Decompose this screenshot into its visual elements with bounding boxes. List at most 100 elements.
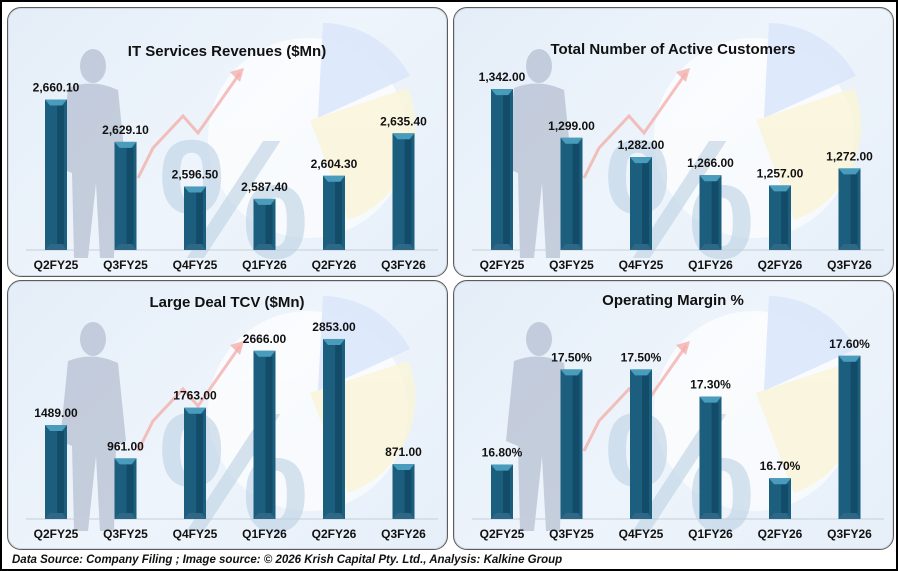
bar-shade <box>781 484 788 513</box>
data-label: 17.30% <box>690 378 731 392</box>
x-tick-label: Q2FY25 <box>480 258 525 272</box>
bar <box>323 338 345 519</box>
bar <box>45 99 67 250</box>
bar-bevel-top <box>560 137 583 144</box>
businessman-silhouette-decor <box>506 49 572 258</box>
bar-bevel-bottom <box>491 244 513 250</box>
bar-bevel-top <box>253 198 276 205</box>
bar <box>392 133 415 250</box>
chart-operating-margin: % Operating Margin % 16.80% Q2FY25 17.50% Q3F… <box>472 292 884 549</box>
bar-bevel-bottom <box>769 513 791 519</box>
bar-shade <box>126 464 134 513</box>
bar <box>838 355 861 519</box>
bar-bevel-top <box>323 175 345 182</box>
x-tick-label: Q1FY26 <box>688 527 733 541</box>
x-tick-label: Q2FY25 <box>480 527 525 541</box>
bar-bevel-bottom <box>560 244 583 250</box>
businessman-silhouette-decor <box>60 49 126 258</box>
bar-bevel-bottom <box>699 513 722 519</box>
chart-title: IT Services Revenues ($Mn) <box>128 43 326 60</box>
bar-shade <box>572 143 580 244</box>
data-label: 2666.00 <box>243 332 287 346</box>
bar-bevel-bottom <box>323 244 345 250</box>
trend-arrowhead-decor <box>676 341 690 355</box>
bar-bevel-top <box>184 407 206 414</box>
chart-it-services-revenues: % IT Services Revenues ($Mn) 2,660.10 Q2FY2… <box>26 23 438 276</box>
bar <box>630 157 652 250</box>
x-tick-label: Q1FY26 <box>688 258 733 272</box>
chart-decor: % <box>60 296 416 549</box>
bar-bevel-bottom <box>838 513 861 519</box>
bar <box>491 464 513 519</box>
bar <box>560 137 583 250</box>
bar-shade <box>335 344 342 513</box>
bar <box>560 369 583 519</box>
bar <box>253 350 276 519</box>
bar-shade <box>850 174 858 244</box>
panel-it-services-revenues: % IT Services Revenues ($Mn) 2,660.10 Q2FY2… <box>7 7 448 277</box>
data-label: 1,299.00 <box>548 119 595 133</box>
trend-arrow-decor <box>582 345 688 452</box>
bar-bevel-bottom <box>392 513 415 519</box>
data-label: 2,635.40 <box>380 114 427 128</box>
panel-large-deal-tcv: % Large Deal TCV ($Mn) 1489.00 Q2FY25 961.00… <box>7 280 448 550</box>
bar-shade <box>265 356 273 513</box>
bar-shade <box>57 105 64 244</box>
x-tick-label: Q4FY25 <box>173 527 218 541</box>
bar-shade <box>781 191 788 244</box>
bar-shade <box>642 163 649 244</box>
data-label: 2,587.40 <box>241 180 288 194</box>
x-tick-label: Q1FY26 <box>242 527 287 541</box>
bar <box>699 175 722 250</box>
x-tick-label: Q2FY26 <box>758 258 803 272</box>
x-tick-label: Q4FY25 <box>619 527 664 541</box>
bar-bevel-bottom <box>184 244 206 250</box>
trend-arrow-decor <box>136 72 242 179</box>
bar-bevel-top <box>699 396 722 403</box>
bar <box>769 185 791 250</box>
data-label: 17.60% <box>829 337 870 351</box>
bar-shade <box>503 95 510 244</box>
x-tick-label: Q3FY26 <box>827 258 872 272</box>
bar-bevel-top <box>184 186 206 193</box>
chart-large-deal-tcv: % Large Deal TCV ($Mn) 1489.00 Q2FY25 961.00… <box>26 294 438 549</box>
data-label: 2853.00 <box>312 320 356 334</box>
x-tick-label: Q3FY25 <box>549 258 594 272</box>
bar-shade <box>404 139 412 244</box>
data-label: 16.70% <box>760 459 801 473</box>
bar-bevel-top <box>323 338 345 345</box>
bar <box>114 458 137 519</box>
x-tick-label: Q2FY25 <box>34 258 79 272</box>
bar <box>699 396 722 519</box>
bar-bevel-top <box>560 369 583 376</box>
data-label: 1763.00 <box>173 389 217 403</box>
bar-bevel-bottom <box>114 513 137 519</box>
bar-bevel-bottom <box>699 244 722 250</box>
data-label: 1,257.00 <box>757 166 804 180</box>
trend-arrowhead-decor <box>230 341 244 355</box>
bar-bevel-top <box>45 99 67 106</box>
bar-bevel-bottom <box>45 513 67 519</box>
x-tick-label: Q1FY26 <box>242 258 287 272</box>
bar-bevel-top <box>392 133 415 140</box>
x-tick-label: Q3FY26 <box>381 527 426 541</box>
bar-shade <box>196 413 203 513</box>
data-label: 17.50% <box>551 350 592 364</box>
bar-bevel-top <box>769 478 791 485</box>
chart-title: Operating Margin % <box>602 292 744 309</box>
chart-decor: % <box>60 23 416 276</box>
x-tick-label: Q4FY25 <box>173 258 218 272</box>
businessman-silhouette-decor <box>60 322 126 531</box>
trend-arrow-decor <box>136 345 242 452</box>
bar-bevel-top <box>491 464 513 471</box>
percent-sign-decor: % <box>158 105 309 276</box>
bar-shade <box>126 147 134 244</box>
bar-shade <box>335 181 342 244</box>
bar-shade <box>57 431 64 513</box>
bar-bevel-top <box>253 350 276 357</box>
data-label: 2,629.10 <box>102 123 149 137</box>
x-tick-label: Q3FY26 <box>381 258 426 272</box>
data-label: 871.00 <box>385 445 422 459</box>
bar-bevel-bottom <box>114 244 137 250</box>
